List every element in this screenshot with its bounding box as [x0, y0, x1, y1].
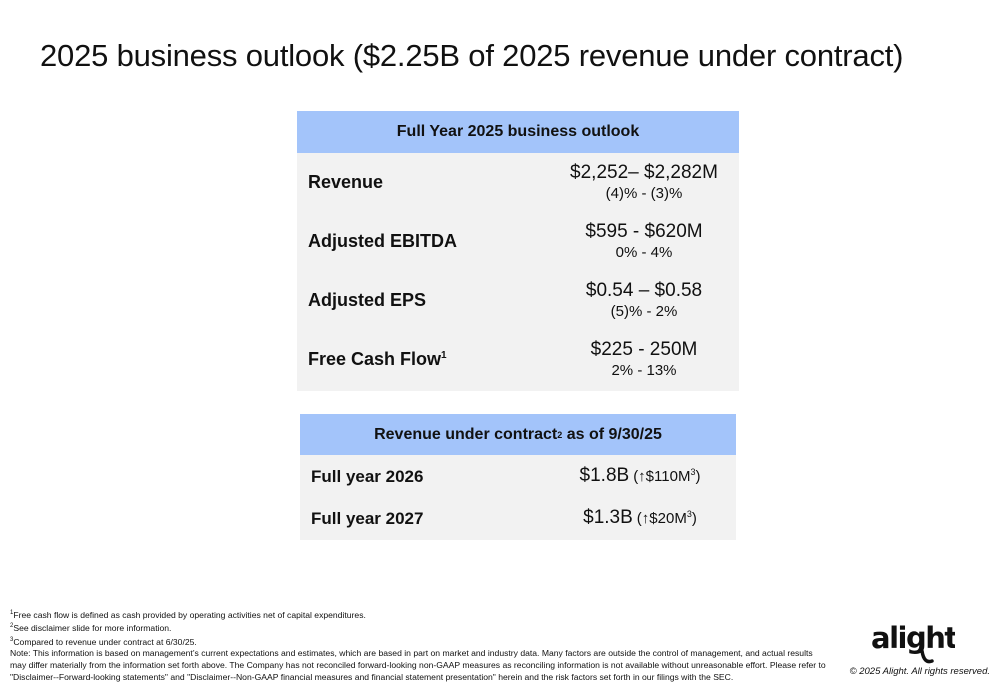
- row-label: Full year 2027: [311, 509, 424, 528]
- table-row: Adjusted EBITDA $595 - $620M 0% - 4%: [297, 212, 739, 271]
- change-note: (↑$20M3): [636, 509, 697, 527]
- page-title: 2025 business outlook ($2.25B of 2025 re…: [40, 38, 904, 73]
- alight-logo-icon: alight: [871, 621, 955, 664]
- row-value: $1.3B (↑$20M3): [583, 507, 697, 528]
- logo-text: alight: [871, 621, 955, 655]
- footnote: 1Free cash flow is defined as cash provi…: [10, 609, 366, 620]
- contract-table-header: Revenue under contract 2 as of 9/30/25: [300, 414, 736, 455]
- copyright: © 2025 Alight. All rights reserved.: [849, 666, 990, 677]
- footnote-ref: 1: [441, 350, 447, 361]
- outlook-table: Full Year 2025 business outlook Revenue …: [297, 111, 739, 391]
- contract-table: Revenue under contract 2 as of 9/30/25 Fu…: [300, 414, 736, 540]
- row-label: Free Cash Flow1: [308, 349, 447, 369]
- outlook-table-header: Full Year 2025 business outlook: [297, 111, 739, 153]
- table-row: Full year 2027 $1.3B (↑$20M3): [300, 497, 736, 539]
- table-row: Revenue $2,252– $2,282M (4)% - (3)%: [297, 153, 739, 212]
- table-row: Full year 2026 $1.8B (↑$110M3): [300, 455, 736, 497]
- footnote-note: Note: This information is based on manag…: [10, 648, 826, 682]
- row-value: $2,252– $2,282M (4)% - (3)%: [570, 162, 718, 202]
- table-row: Free Cash Flow1 $225 - 250M 2% - 13%: [297, 330, 739, 389]
- row-value: $0.54 – $0.58 (5)% - 2%: [585, 280, 703, 320]
- row-value: $1.8B (↑$110M3): [579, 465, 701, 486]
- footnote: 3Compared to revenue under contract at 6…: [10, 636, 197, 647]
- row-label: Full year 2026: [311, 467, 424, 486]
- table-row: Adjusted EPS $0.54 – $0.58 (5)% - 2%: [297, 271, 739, 330]
- footnote: 2See disclaimer slide for more informati…: [10, 623, 172, 634]
- row-value: $225 - 250M 2% - 13%: [590, 339, 698, 379]
- footnotes: 1Free cash flow is defined as cash provi…: [10, 608, 830, 683]
- change-note: (↑$110M3): [633, 467, 701, 485]
- row-value: $595 - $620M 0% - 4%: [585, 221, 703, 261]
- row-label: Adjusted EBITDA: [308, 231, 458, 251]
- row-label: Revenue: [308, 172, 384, 192]
- row-label: Adjusted EPS: [308, 290, 427, 310]
